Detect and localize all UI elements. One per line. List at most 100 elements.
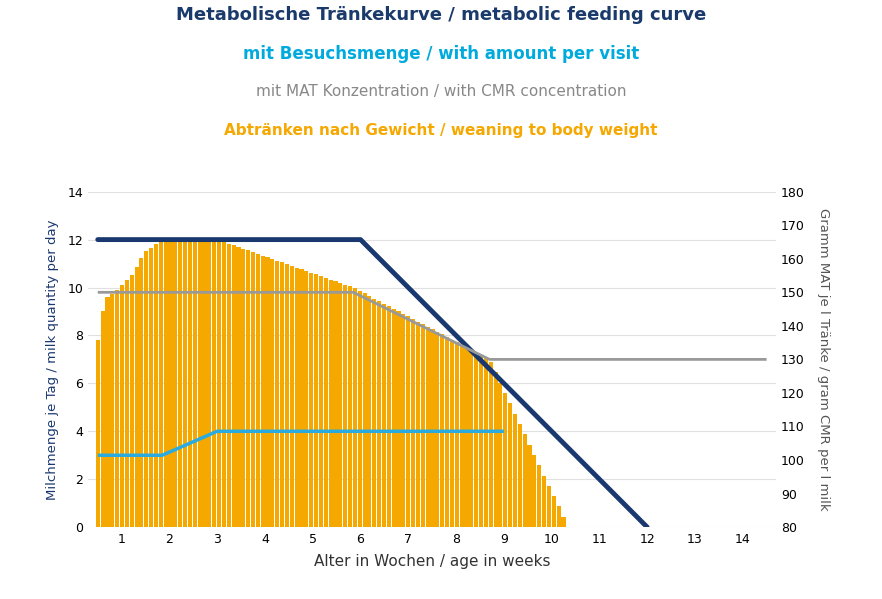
Bar xyxy=(339,283,342,527)
Bar xyxy=(382,304,386,527)
Bar xyxy=(285,264,289,527)
Bar xyxy=(290,266,294,527)
Bar xyxy=(154,244,158,527)
Bar xyxy=(387,306,391,527)
Y-axis label: Gramm MAT je l Tränke / gram CMR per l milk: Gramm MAT je l Tränke / gram CMR per l m… xyxy=(817,208,830,511)
Bar xyxy=(411,319,415,527)
Bar xyxy=(552,496,556,527)
Bar xyxy=(134,267,138,527)
Bar xyxy=(120,285,124,527)
Bar xyxy=(310,273,313,527)
Bar xyxy=(178,240,183,527)
Bar xyxy=(348,286,352,527)
Bar xyxy=(460,344,464,527)
Bar xyxy=(217,240,221,527)
Bar xyxy=(401,314,406,527)
Bar xyxy=(421,324,425,527)
Bar xyxy=(557,507,561,527)
Bar xyxy=(174,240,177,527)
Bar xyxy=(304,271,309,527)
Bar xyxy=(358,291,362,527)
Bar xyxy=(300,270,303,527)
Bar xyxy=(124,280,129,527)
Bar xyxy=(168,240,173,527)
Bar xyxy=(198,240,202,527)
Bar xyxy=(115,290,119,527)
Text: Abtränken nach Gewicht / weaning to body weight: Abtränken nach Gewicht / weaning to body… xyxy=(224,123,658,138)
Bar xyxy=(508,403,512,527)
Bar xyxy=(450,340,454,527)
Bar xyxy=(265,258,270,527)
Bar xyxy=(275,261,280,527)
Text: mit Besuchsmenge / with amount per visit: mit Besuchsmenge / with amount per visit xyxy=(243,45,639,63)
Bar xyxy=(484,358,488,527)
Bar xyxy=(562,517,565,527)
Bar xyxy=(333,281,338,527)
Bar xyxy=(314,274,318,527)
Bar xyxy=(479,355,483,527)
Bar xyxy=(377,301,381,527)
Bar xyxy=(101,311,105,527)
Bar xyxy=(494,373,497,527)
Bar xyxy=(207,240,212,527)
Bar xyxy=(343,285,348,527)
Bar xyxy=(445,337,449,527)
Bar xyxy=(504,393,507,527)
Bar xyxy=(251,252,255,527)
Bar xyxy=(188,240,192,527)
Bar xyxy=(193,240,197,527)
Bar xyxy=(440,334,445,527)
X-axis label: Alter in Wochen / age in weeks: Alter in Wochen / age in weeks xyxy=(314,554,550,569)
Bar xyxy=(246,250,250,527)
Bar xyxy=(430,329,435,527)
Bar xyxy=(547,486,551,527)
Bar xyxy=(329,280,333,527)
Bar xyxy=(489,362,493,527)
Bar xyxy=(105,297,109,527)
Bar xyxy=(527,444,532,527)
Bar xyxy=(256,254,260,527)
Bar xyxy=(416,322,420,527)
Bar xyxy=(537,465,542,527)
Bar xyxy=(222,242,226,527)
Bar xyxy=(95,340,100,527)
Bar xyxy=(159,241,163,527)
Bar xyxy=(363,294,367,527)
Bar xyxy=(533,455,536,527)
Bar xyxy=(475,352,478,527)
Bar xyxy=(518,424,522,527)
Bar xyxy=(498,383,503,527)
Text: mit MAT Konzentration / with CMR concentration: mit MAT Konzentration / with CMR concent… xyxy=(256,84,626,99)
Text: Metabolische Tränkekurve / metabolic feeding curve: Metabolische Tränkekurve / metabolic fee… xyxy=(176,6,706,24)
Bar xyxy=(455,342,459,527)
Bar xyxy=(372,298,377,527)
Bar xyxy=(236,247,241,527)
Bar xyxy=(232,246,235,527)
Y-axis label: Milchmenge je Tag / milk quantity per day: Milchmenge je Tag / milk quantity per da… xyxy=(46,219,59,500)
Bar xyxy=(392,309,396,527)
Bar xyxy=(164,240,168,527)
Bar xyxy=(144,251,148,527)
Bar xyxy=(149,247,153,527)
Bar xyxy=(513,413,517,527)
Bar xyxy=(213,240,216,527)
Bar xyxy=(280,262,284,527)
Bar xyxy=(227,244,231,527)
Bar xyxy=(183,240,187,527)
Bar xyxy=(368,296,371,527)
Bar xyxy=(130,275,134,527)
Bar xyxy=(436,332,439,527)
Bar xyxy=(465,347,468,527)
Bar xyxy=(469,350,474,527)
Bar xyxy=(324,278,328,527)
Bar xyxy=(271,259,274,527)
Bar xyxy=(295,268,299,527)
Bar xyxy=(261,256,265,527)
Bar xyxy=(426,326,430,527)
Bar xyxy=(397,311,400,527)
Bar xyxy=(407,316,410,527)
Bar xyxy=(139,258,144,527)
Bar xyxy=(542,476,546,527)
Bar xyxy=(353,288,357,527)
Bar xyxy=(523,434,527,527)
